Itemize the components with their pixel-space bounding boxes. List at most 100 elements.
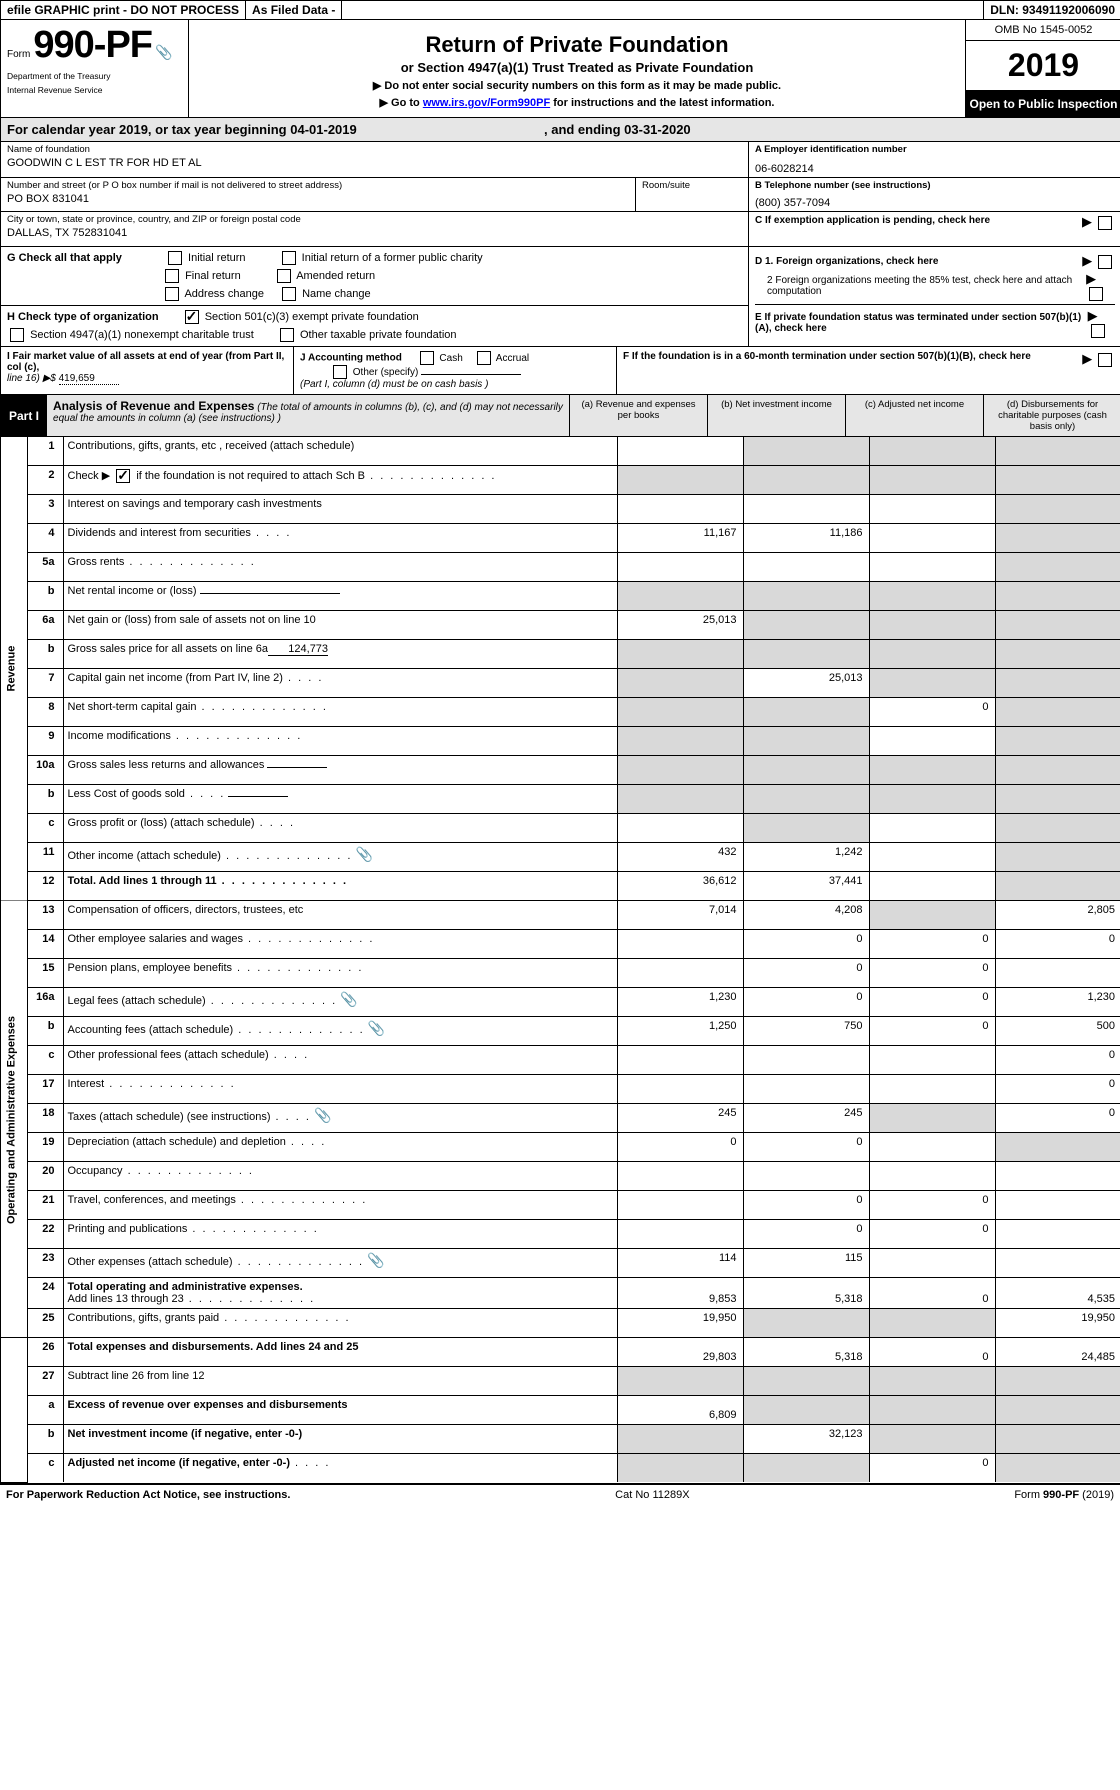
r4-b: 11,186 [743, 524, 869, 553]
r12-a: 36,612 [617, 872, 743, 901]
city-right: C If exemption application is pending, c… [749, 212, 1120, 246]
name-right: A Employer identification number 06-6028… [749, 142, 1120, 177]
paperclip-icon[interactable]: 📎 [314, 1107, 328, 1124]
row-num: 20 [27, 1162, 63, 1191]
row-num: b [27, 640, 63, 669]
h-501c3-checkbox[interactable] [185, 310, 199, 324]
h-other-checkbox[interactable] [280, 328, 294, 342]
header-row: Form 990-PF 📎 Department of the Treasury… [1, 20, 1120, 118]
row-desc: Less Cost of goods sold [63, 785, 617, 814]
d-right: D 1. Foreign organizations, check here▶ … [749, 247, 1120, 346]
d1-label: D 1. Foreign organizations, check here [755, 256, 938, 267]
f-label: F If the foundation is in a 60-month ter… [623, 351, 1031, 367]
table-row: 24 Total operating and administrative ex… [1, 1278, 1120, 1309]
paperclip-icon[interactable]: 📎 [368, 1020, 382, 1037]
r22-c: 0 [869, 1220, 995, 1249]
j-other: Other (specify) [353, 367, 419, 378]
table-row: 2 Check ▶ if the foundation is not requi… [1, 466, 1120, 495]
dln-value: 93491192006090 [1022, 3, 1115, 17]
h-4947-checkbox[interactable] [10, 328, 24, 342]
row-num: 24 [27, 1278, 63, 1309]
tel-label: B Telephone number (see instructions) [755, 180, 1115, 191]
row-desc: Income modifications [63, 727, 617, 756]
g-initial-checkbox[interactable] [168, 251, 182, 265]
r18-a: 245 [617, 1104, 743, 1133]
table-row: 22 Printing and publications 00 [1, 1220, 1120, 1249]
row-desc: Taxes (attach schedule) (see instruction… [63, 1104, 617, 1133]
j-other-checkbox[interactable] [333, 365, 347, 379]
part1-label: Part I [1, 395, 47, 436]
r21-b: 0 [743, 1191, 869, 1220]
g-address-checkbox[interactable] [165, 287, 179, 301]
row-desc: Net rental income or (loss) [63, 582, 617, 611]
table-row: 9 Income modifications [1, 727, 1120, 756]
paperclip-icon[interactable]: 📎 [367, 1252, 381, 1269]
f-checkbox[interactable] [1098, 353, 1112, 367]
row-desc: Interest on savings and temporary cash i… [63, 495, 617, 524]
r27c-c: 0 [869, 1454, 995, 1483]
r18-d: 0 [995, 1104, 1120, 1133]
row-num: 15 [27, 959, 63, 988]
row-desc: Gross rents [63, 553, 617, 582]
city-label: City or town, state or province, country… [7, 214, 742, 225]
schb-checkbox[interactable] [116, 469, 130, 483]
form-prefix: Form [7, 49, 30, 60]
row-num: c [27, 814, 63, 843]
g-final-checkbox[interactable] [165, 269, 179, 283]
tel-value: (800) 357-7094 [755, 197, 1115, 209]
g-name-checkbox[interactable] [282, 287, 296, 301]
footer-left: For Paperwork Reduction Act Notice, see … [6, 1489, 290, 1501]
blank-side [1, 1338, 27, 1483]
top-bar: efile GRAPHIC print - DO NOT PROCESS As … [1, 1, 1120, 20]
e-checkbox[interactable] [1091, 324, 1105, 338]
g-label: G Check all that apply [7, 252, 122, 264]
irs-link[interactable]: www.irs.gov/Form990PF [423, 97, 550, 109]
table-row: 25 Contributions, gifts, grants paid 19,… [1, 1309, 1120, 1338]
row-desc: Net gain or (loss) from sale of assets n… [63, 611, 617, 640]
table-row: b Net rental income or (loss) [1, 582, 1120, 611]
c-label: C If exemption application is pending, c… [755, 215, 990, 226]
r27b-b: 32,123 [743, 1425, 869, 1454]
row-num: 27 [27, 1367, 63, 1396]
row-num: 12 [27, 872, 63, 901]
j-cash-checkbox[interactable] [420, 351, 434, 365]
g-initial-former-checkbox[interactable] [282, 251, 296, 265]
row-desc: Accounting fees (attach schedule) 📎 [63, 1017, 617, 1046]
row-desc: Excess of revenue over expenses and disb… [63, 1396, 617, 1425]
table-row: 26 Total expenses and disbursements. Add… [1, 1338, 1120, 1367]
r16b-d: 500 [995, 1017, 1120, 1046]
table-row: b Less Cost of goods sold [1, 785, 1120, 814]
table-row: b Gross sales price for all assets on li… [1, 640, 1120, 669]
j-cash: Cash [439, 353, 462, 364]
c-checkbox[interactable] [1098, 216, 1112, 230]
footer-right: Form 990-PF (2019) [1014, 1489, 1114, 1501]
r26-d: 24,485 [995, 1338, 1120, 1367]
paperclip-icon[interactable]: 📎 [340, 991, 354, 1008]
table-row: 27 Subtract line 26 from line 12 [1, 1367, 1120, 1396]
footer: For Paperwork Reduction Act Notice, see … [0, 1484, 1120, 1505]
h-opt1: Section 501(c)(3) exempt private foundat… [205, 311, 419, 323]
col-a-header: (a) Revenue and expenses per books [569, 395, 707, 436]
r16b-b: 750 [743, 1017, 869, 1046]
table-row: 19 Depreciation (attach schedule) and de… [1, 1133, 1120, 1162]
table-row: 14 Other employee salaries and wages 000 [1, 930, 1120, 959]
row-desc: Pension plans, employee benefits [63, 959, 617, 988]
row-num: b [27, 1017, 63, 1046]
row-desc: Contributions, gifts, grants, etc , rece… [63, 437, 617, 466]
h-opt3: Other taxable private foundation [300, 329, 457, 341]
j-accrual-checkbox[interactable] [477, 351, 491, 365]
d1-checkbox[interactable] [1098, 255, 1112, 269]
r27a-a: 6,809 [617, 1396, 743, 1425]
r15-c: 0 [869, 959, 995, 988]
addr-label: Number and street (or P O box number if … [7, 180, 629, 191]
r23-b: 115 [743, 1249, 869, 1278]
row-desc: Adjusted net income (if negative, enter … [63, 1454, 617, 1483]
g-amended-checkbox[interactable] [277, 269, 291, 283]
d2-checkbox[interactable] [1089, 287, 1103, 301]
table-row: 23 Other expenses (attach schedule) 📎 11… [1, 1249, 1120, 1278]
ijk-row: I Fair market value of all assets at end… [1, 347, 1120, 395]
paperclip-icon[interactable]: 📎 [356, 846, 370, 863]
row-desc: Contributions, gifts, grants paid [63, 1309, 617, 1338]
j-accrual: Accrual [496, 353, 529, 364]
form-title: Return of Private Foundation [195, 32, 959, 58]
